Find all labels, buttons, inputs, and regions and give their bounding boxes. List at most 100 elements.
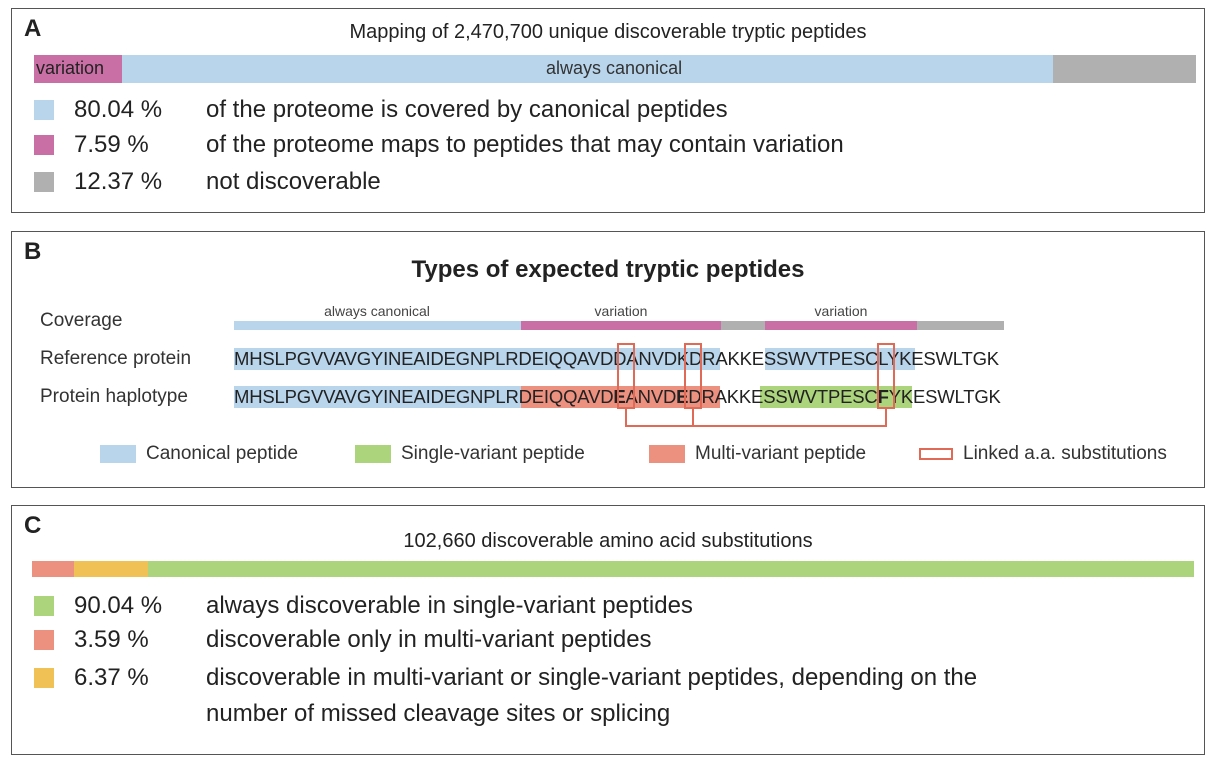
legend-swatch (919, 448, 953, 460)
residue: S (852, 386, 865, 407)
residue: R (505, 386, 519, 407)
legend-swatch (34, 668, 54, 688)
panel-b: B Types of expected tryptic peptides Cov… (11, 231, 1205, 488)
haplotype-multivariant-highlight (521, 386, 720, 408)
reference-row-label: Reference protein (40, 348, 192, 369)
coverage-canonical-label: always canonical (324, 303, 430, 319)
panel-b-label: B (24, 238, 42, 265)
haplotype-row-label: Protein haplotype (40, 386, 188, 407)
residue: M (234, 386, 250, 407)
residue: K (726, 386, 739, 407)
residue: E (531, 386, 544, 407)
legend-text: Single-variant peptide (401, 443, 585, 464)
coverage-variation-label-2: variation (814, 303, 868, 319)
residue: S (262, 386, 275, 407)
residue: T (816, 386, 828, 407)
haplotype-canonical-highlight (234, 386, 521, 408)
residue: L (274, 386, 285, 407)
residue: D (662, 386, 677, 407)
legend-row-mixed-cont: number of missed cleavage sites or splic… (206, 699, 670, 729)
residue: S (763, 386, 776, 407)
residue: A (333, 386, 345, 407)
legend-swatch (34, 596, 54, 616)
coverage-variation-seg-2 (765, 321, 917, 330)
legend-desc: always discoverable in single-variant pe… (206, 592, 693, 619)
legend-desc-continued: number of missed cleavage sites or splic… (206, 700, 671, 727)
substituted-residue: F (877, 386, 889, 407)
residue: P (483, 386, 496, 407)
legend-pct: 7.59 % (74, 131, 149, 158)
legend-swatch (100, 445, 136, 463)
canonical-segment: always canonical (122, 55, 1053, 83)
residue: L (495, 386, 506, 407)
legend-swatch (355, 445, 391, 463)
residue: E (443, 386, 456, 407)
residue: C (864, 386, 878, 407)
legend-row-multi: 3.59 % discoverable only in multi-varian… (34, 625, 652, 655)
panel-b-title: Types of expected tryptic peptides (411, 256, 805, 283)
not-discoverable-segment (1053, 55, 1196, 83)
residue: E (401, 386, 414, 407)
residue: P (284, 386, 297, 407)
residue: G (974, 386, 989, 407)
residue: K (988, 386, 1001, 407)
legend-pct: 80.04 % (74, 96, 163, 123)
residue: K (900, 386, 913, 407)
residue: R (701, 386, 715, 407)
legend-text: Canonical peptide (146, 443, 299, 464)
coverage-gap-seg (721, 321, 765, 330)
residue: E (912, 386, 926, 407)
residue: H (249, 386, 263, 407)
legend-desc: discoverable only in multi-variant pepti… (206, 626, 652, 653)
residue: V (804, 386, 817, 407)
linked-substitutions-overlay (617, 343, 895, 427)
residue: S (775, 386, 788, 407)
residue: E (751, 386, 764, 407)
legend-swatch (34, 135, 54, 155)
legend-desc: discoverable in multi-variant or single-… (206, 664, 978, 691)
panel-c-title: 102,660 discoverable amino acid substitu… (403, 530, 813, 552)
substituted-residue: E (613, 386, 626, 407)
haplotype-sequence: MHSLPGVVAVGYINEAIDEGNPLRDEIQQAVDEANVDEDR… (234, 386, 1001, 408)
haplotype-singlevariant-highlight (760, 386, 912, 408)
legend-pct: 6.37 % (74, 664, 149, 691)
legend-swatch (649, 445, 685, 463)
legend-pct: 90.04 % (74, 592, 163, 619)
coverage-variation-seg-1 (521, 321, 721, 330)
residue: V (588, 386, 601, 407)
residue: D (430, 386, 444, 407)
residue: I (543, 386, 549, 407)
proteome-coverage-bar: variation always canonical (34, 55, 1196, 83)
legend-text: Linked a.a. substitutions (963, 443, 1167, 464)
legend-row-canonical: 80.04 % of the proteome is covered by ca… (34, 95, 728, 125)
linked-box-2 (684, 343, 702, 409)
coverage-canonical-seg (234, 321, 521, 330)
panel-a-label: A (24, 15, 42, 42)
residue: Y (371, 386, 384, 407)
residue: N (388, 386, 402, 407)
legend-row-not-discoverable: 12.37 % not discoverable (34, 167, 381, 197)
single-variant-segment (148, 561, 1194, 577)
residue: K (738, 386, 752, 407)
coverage-bar (234, 321, 1004, 330)
residue: G (356, 386, 372, 407)
residue: V (650, 386, 663, 407)
panel-a-title: Mapping of 2,470,700 unique discoverable… (349, 21, 867, 43)
residue: G (296, 386, 311, 407)
residue: A (714, 386, 727, 407)
canonical-segment-label: always canonical (546, 58, 683, 78)
panel-c-label: C (24, 512, 42, 539)
legend-row-mixed: 6.37 % discoverable in multi-variant or … (34, 663, 977, 693)
residue: Q (548, 386, 564, 407)
residue: T (963, 386, 975, 407)
residue: D (688, 386, 702, 407)
panel-a: A Mapping of 2,470,700 unique discoverab… (11, 8, 1205, 213)
legend-multi: Multi-variant peptide (649, 439, 866, 469)
legend-swatch (34, 630, 54, 650)
residue: G (455, 386, 471, 407)
legend-row-variation: 7.59 % of the proteome maps to peptides … (34, 130, 844, 160)
coverage-row-label: Coverage (40, 310, 123, 331)
coverage-variation-label-1: variation (594, 303, 648, 319)
legend-pct: 12.37 % (74, 168, 163, 195)
variation-segment-label: variation (36, 58, 105, 78)
